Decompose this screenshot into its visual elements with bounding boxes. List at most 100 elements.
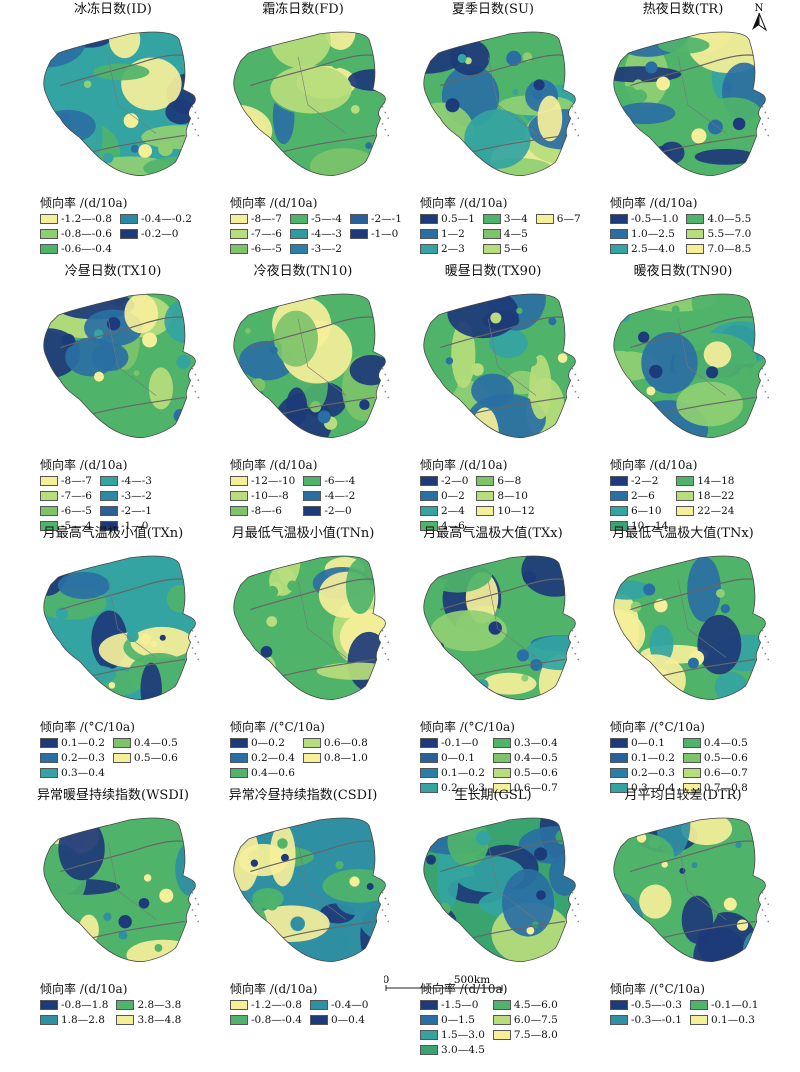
legend-swatch xyxy=(230,768,248,778)
province-boundary xyxy=(107,842,157,920)
trend-zone xyxy=(165,99,196,125)
legend-title: 倾向率 /(°C/10a) xyxy=(420,720,515,734)
station-spot xyxy=(526,355,538,367)
legend-swatch xyxy=(349,229,368,239)
legend-label: 4—6 xyxy=(441,520,465,532)
river-line xyxy=(468,658,565,678)
legend-label: 4—5 xyxy=(503,228,528,240)
island-dot xyxy=(194,635,197,638)
legend-swatch xyxy=(420,476,438,486)
river-line xyxy=(60,578,190,611)
legend-swatch xyxy=(303,506,322,516)
panel-title: 月最低气温极小值(TNn) xyxy=(231,526,375,541)
region-map xyxy=(423,555,580,701)
panel-title: 热夜日数(TR) xyxy=(642,2,724,17)
legend-item: -6—-5 xyxy=(40,505,92,517)
trend-zone xyxy=(140,555,181,582)
legend-label: 0.3—0.4 xyxy=(631,782,675,794)
trend-zone xyxy=(641,332,698,394)
trend-zone xyxy=(124,293,159,334)
trend-zone xyxy=(247,598,272,650)
legend-swatch xyxy=(690,1000,708,1010)
island-dot xyxy=(767,134,770,137)
province-boundary xyxy=(297,318,347,396)
trend-zone xyxy=(148,367,173,410)
station-spot xyxy=(618,309,631,322)
legend: 0—0.2 0.2—0.4 0.4—0.6 0.6—0.8 0.8—1.0 xyxy=(230,737,402,779)
region-map xyxy=(43,31,200,177)
station-spot xyxy=(671,305,680,314)
legend: 0.1—0.2 0.2—0.3 0.3—0.4 0.4—0.5 0.5—0.6 xyxy=(40,737,212,779)
map-panel: 热夜日数(TR) 倾向率 /(d/10a) -0.5—1.0 1.0—2.5 2.5—4… xyxy=(588,2,778,264)
station-spot xyxy=(534,847,548,861)
panel-title: 异常冷昼持续指数(CSDI) xyxy=(228,788,378,803)
legend-label: -5—-4 xyxy=(310,213,342,225)
trend-zone xyxy=(430,610,507,652)
legend-label: -6—-4 xyxy=(324,475,356,487)
trend-zone xyxy=(274,310,318,367)
island-dot xyxy=(191,123,194,125)
station-spot xyxy=(266,585,279,598)
legend: -0.5—1.0 1.0—2.5 2.5—4.0 4.0—5.5 5.5—7.0 7.0—… xyxy=(610,213,782,255)
station-spot xyxy=(118,930,128,940)
legend-item: 2—3 xyxy=(420,243,475,255)
legend-item: 2.8—3.8 xyxy=(116,999,181,1011)
legend-label: -0.2—0 xyxy=(141,228,179,240)
legend: -2—0 0—2 2—4 4—6 6—8 8—10 10—12 xyxy=(420,475,592,532)
legend-label: 0—0.1 xyxy=(631,737,665,749)
river-line xyxy=(88,396,185,416)
legend-label: 0—0.4 xyxy=(331,1014,365,1026)
station-spot xyxy=(648,835,662,849)
station-spot xyxy=(645,61,658,74)
legend-item: 4.0—5.5 xyxy=(686,213,751,225)
scale-zero-label: 0 xyxy=(384,974,389,986)
legend-item: 0.5—0.6 xyxy=(112,752,178,764)
province-boundary xyxy=(297,842,347,920)
province-boundary xyxy=(107,318,157,396)
trend-zone xyxy=(691,293,721,321)
river-line xyxy=(658,658,755,678)
legend-item: 0.8—1.0 xyxy=(302,752,368,764)
station-spot xyxy=(630,601,642,613)
trend-zone xyxy=(687,31,766,74)
legend-item: 6.0—7.5 xyxy=(492,1014,558,1026)
legend-swatch xyxy=(302,738,321,748)
legend-item: -1.2—-0.8 xyxy=(40,213,112,225)
legend-item: -6—-4 xyxy=(303,475,355,487)
island-dot xyxy=(381,647,384,649)
legend-swatch xyxy=(610,491,628,501)
trend-zone xyxy=(43,418,90,438)
legend-title: 倾向率 /(d/10a) xyxy=(40,982,128,996)
station-spot xyxy=(287,580,298,591)
legend-label: -0.1—0.1 xyxy=(711,999,759,1011)
trend-zone xyxy=(423,651,466,673)
legend-swatch xyxy=(682,768,701,778)
legend-label: 2—3 xyxy=(441,243,465,255)
station-spot xyxy=(522,570,536,584)
legend-swatch xyxy=(492,753,511,763)
region-outline xyxy=(233,31,386,177)
north-arrow-icon: N xyxy=(752,3,768,32)
station-spot xyxy=(471,363,484,376)
legend-label: -0.3—-0.1 xyxy=(631,1014,682,1026)
island-dot xyxy=(767,920,770,923)
island-dot xyxy=(764,373,767,376)
legend-item: 0—2 xyxy=(420,490,468,502)
river-line xyxy=(250,840,380,873)
legend-swatch xyxy=(492,1030,511,1040)
legend-item: 1—2 xyxy=(420,228,475,240)
island-dot xyxy=(194,111,197,114)
island-dot xyxy=(764,635,767,638)
panel-title: 冰冻日数(ID) xyxy=(74,2,152,17)
legend-label: -1.5—0 xyxy=(441,999,479,1011)
trend-zone xyxy=(742,931,766,962)
legend-item: -2—0 xyxy=(420,475,468,487)
trend-zone xyxy=(423,932,496,962)
island-dot xyxy=(191,909,194,911)
trend-zone xyxy=(423,136,469,163)
region-map xyxy=(233,817,390,963)
legend-item: 8—10 xyxy=(476,490,534,502)
station-spot xyxy=(260,645,273,658)
legend-label: -3—-2 xyxy=(310,243,342,255)
station-spot xyxy=(139,633,152,645)
